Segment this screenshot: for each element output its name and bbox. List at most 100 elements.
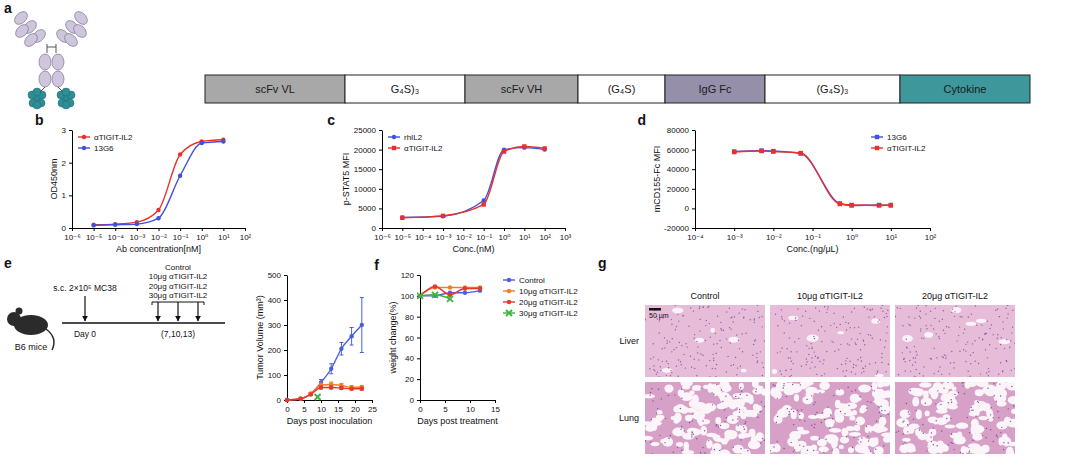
tick: 10⁻¹ (805, 228, 821, 242)
tick-label: 15000 (354, 165, 377, 174)
tick-label: 5 (443, 405, 448, 414)
legend-marker (507, 289, 511, 293)
tick-label: 40000 (667, 165, 690, 174)
tick: 10⁻⁵ (395, 228, 411, 242)
series-line (402, 148, 544, 218)
data-point (221, 139, 225, 143)
legend-marker (507, 278, 511, 282)
tick: 10³ (560, 228, 572, 242)
construct-label: scFv VL (255, 83, 295, 95)
tick-mark (692, 130, 695, 131)
tick-mark (284, 300, 287, 301)
tick: 10⁰ (846, 228, 858, 242)
tissue-image (895, 382, 1015, 454)
domain (52, 71, 64, 87)
data-point (113, 223, 117, 227)
tick-mark (417, 358, 420, 359)
tick-mark (484, 228, 485, 231)
series-line (734, 151, 891, 206)
tick-label: 3 (62, 126, 67, 135)
axis-line (695, 131, 696, 229)
legend-label: 30μg αTIGIT-IL2 (519, 309, 578, 318)
data-point (315, 394, 321, 400)
tick-mark (69, 130, 72, 131)
tick-label: 100 (401, 292, 415, 301)
data-point (349, 334, 353, 338)
legend-label: 13G6 (94, 144, 114, 153)
legend-marker (875, 146, 879, 150)
data-point (838, 201, 842, 205)
data-point (309, 392, 313, 396)
tick: 10⁰ (196, 228, 208, 242)
error-bar (329, 386, 333, 389)
error-bar (339, 387, 343, 390)
tick-label: 10⁻³ (129, 233, 145, 242)
domain (39, 71, 51, 87)
tick-label: 10⁻⁶ (64, 233, 80, 242)
chart: 10⁻⁶10⁻⁵10⁻⁴10⁻³10⁻²10⁻¹10⁰10¹10²0123Ab … (49, 126, 252, 254)
data-point (339, 386, 343, 390)
cytokine-domain (62, 101, 70, 109)
tick: 0 (372, 224, 382, 233)
row-head: Lung (619, 413, 639, 423)
tick-mark (423, 228, 424, 231)
data-point (135, 222, 139, 226)
tick-mark (417, 379, 420, 380)
tick-mark (852, 228, 853, 231)
tissue-image (895, 305, 1015, 377)
tick-label: 10⁻⁵ (86, 233, 102, 242)
data-point (759, 149, 763, 153)
legend-label: 13G6 (887, 133, 907, 142)
tick: 10¹ (218, 228, 230, 242)
data-point (447, 296, 453, 302)
tick: 3 (62, 126, 72, 135)
data-point (433, 284, 437, 288)
tick-label: 10¹ (519, 233, 531, 242)
data-point (799, 151, 803, 155)
tick-label: 15 (491, 405, 500, 414)
legend-item: αTIGIT-IL2 (871, 144, 926, 153)
injection-label: s.c. 2×10⁵ MC38 (53, 283, 117, 293)
tick: 10¹ (519, 228, 531, 242)
tick-mark (417, 317, 420, 318)
data-point (463, 286, 467, 290)
x-axis-title: Days post inoculation (287, 416, 373, 426)
tick: 10⁻² (151, 228, 167, 242)
tick-label: 1 (62, 191, 67, 200)
tick-mark (379, 150, 382, 151)
tick: 10⁻⁵ (86, 228, 102, 242)
tick: 15000 (354, 165, 382, 174)
domain (12, 9, 30, 27)
tick-mark (692, 228, 695, 229)
tick-label: 10⁻¹ (805, 233, 821, 242)
construct-box (665, 75, 765, 103)
tick: 2 (62, 159, 72, 168)
data-point (441, 214, 445, 218)
tick-label: 10⁻² (151, 233, 167, 242)
tick-label: 10² (240, 233, 252, 242)
tick-mark (379, 208, 382, 209)
tick: -20000 (664, 224, 695, 233)
data-point (478, 286, 482, 290)
data-point (849, 203, 853, 207)
tick: 10¹ (886, 228, 898, 242)
tick-label: 0 (277, 396, 282, 405)
group-label: Control (165, 263, 191, 272)
tick-mark (355, 400, 356, 403)
y-axis-title: OD450nm (49, 158, 59, 199)
legend: Control10μg αTIGIT-IL220μg αTIGIT-IL230μ… (503, 276, 578, 318)
data-point (360, 387, 364, 391)
data-point (339, 347, 343, 351)
tick-label: 10² (539, 233, 551, 242)
tick-mark (692, 208, 695, 209)
series-line (402, 146, 544, 217)
tick: 10000 (354, 185, 382, 194)
y-axis: -20000020000400006000080000 (664, 126, 695, 233)
legend-item: 30μg αTIGIT-IL2 (503, 309, 578, 318)
tick-label: 10⁻⁴ (687, 233, 704, 242)
tick: 20000 (667, 185, 695, 194)
tick-label: 200 (268, 346, 282, 355)
domain (52, 54, 64, 70)
tick-mark (180, 228, 181, 231)
data-point (329, 385, 333, 389)
